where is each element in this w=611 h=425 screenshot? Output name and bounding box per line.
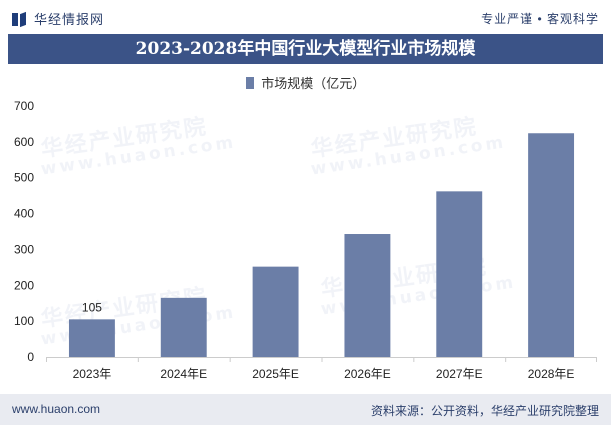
x-tick-label: 2026年E	[344, 367, 391, 381]
legend: 市场规模（亿元）	[0, 73, 611, 92]
bar	[252, 266, 299, 357]
logo-icon	[12, 11, 28, 27]
x-tick-label: 2024年E	[160, 367, 207, 381]
x-tick-label: 2028年E	[528, 367, 575, 381]
source-note: 资料来源：公开资料，华经产业研究院整理	[370, 404, 599, 418]
bar	[68, 319, 115, 357]
y-tick-label: 600	[14, 135, 34, 149]
footer: www.huaon.com 资料来源：公开资料，华经产业研究院整理	[0, 394, 611, 425]
logo[interactable]: 华经情报网	[12, 9, 104, 28]
x-tick-label: 2023年	[73, 367, 112, 381]
y-tick-label: 0	[27, 350, 34, 364]
top-bar: 华经情报网 专业严谨 • 客观科学	[0, 0, 611, 34]
footer-url[interactable]: www.huaon.com	[12, 402, 101, 416]
bar	[160, 297, 207, 357]
y-tick-label: 700	[14, 99, 34, 113]
logo-text: 华经情报网	[34, 12, 105, 27]
y-tick-label: 300	[14, 242, 34, 256]
y-tick-label: 200	[14, 278, 34, 292]
legend-label: 市场规模（亿元）	[261, 76, 366, 91]
y-tick-label: 100	[14, 314, 34, 328]
x-tick-label: 2025年E	[252, 367, 299, 381]
bar	[436, 191, 483, 357]
slogan: 专业严谨 • 客观科学	[481, 12, 599, 26]
y-tick-label: 500	[14, 171, 34, 185]
x-tick-label: 2027年E	[436, 367, 483, 381]
data-label: 105	[82, 300, 102, 314]
chart-title: 2023-2028年中国行业大模型行业市场规模	[8, 34, 603, 64]
legend-swatch	[245, 77, 254, 89]
bar	[528, 133, 575, 357]
y-tick-label: 400	[14, 207, 34, 221]
bar	[344, 234, 391, 357]
